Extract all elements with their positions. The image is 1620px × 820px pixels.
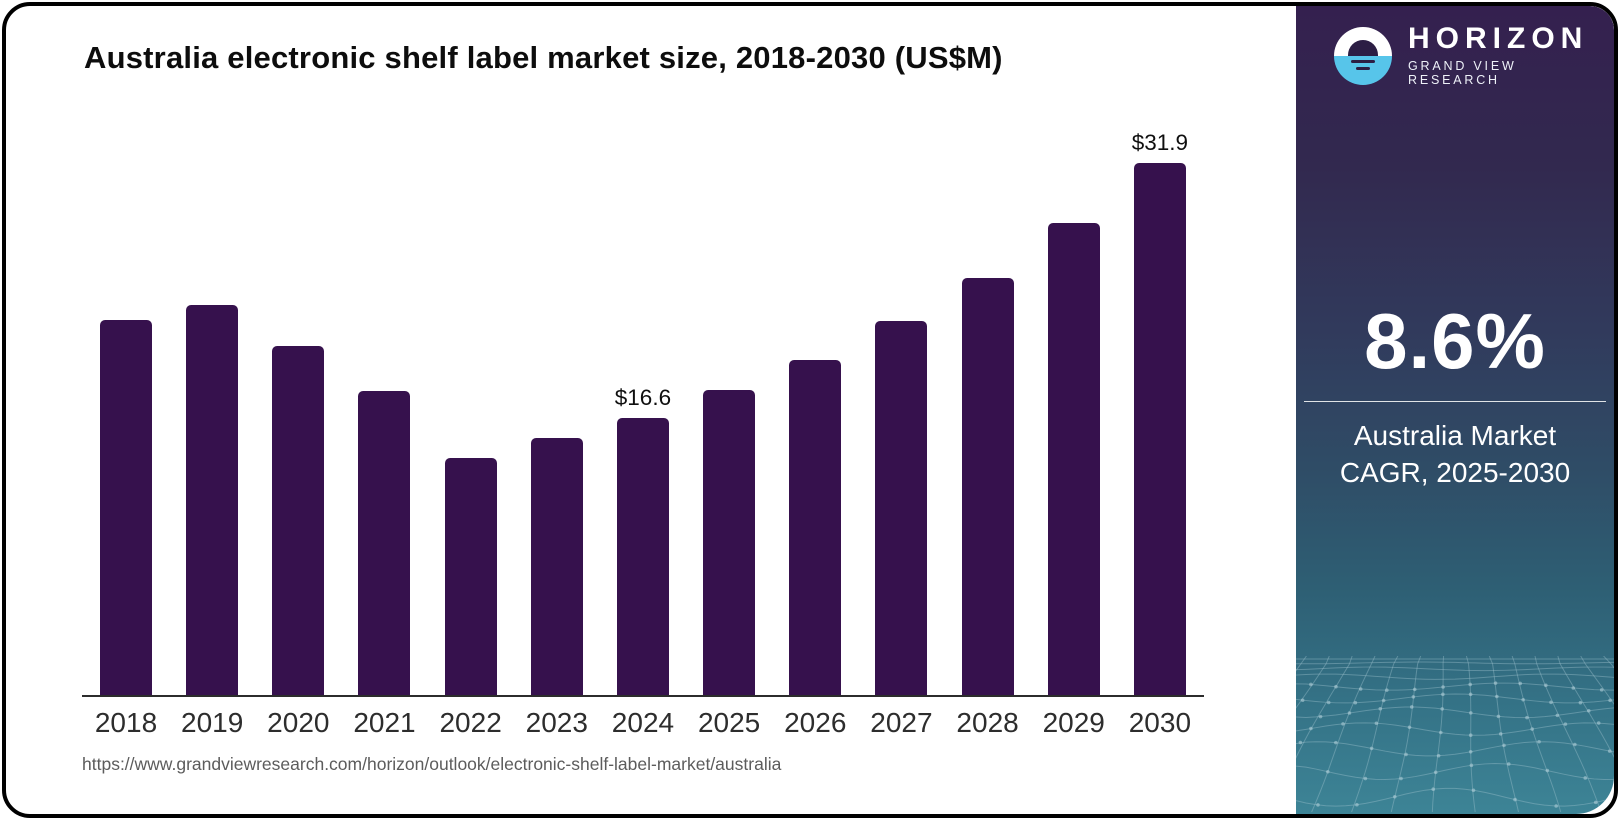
bar-2018 [100, 320, 152, 695]
x-tick-2021: 2021 [353, 707, 416, 738]
horizon-logo-icon [1334, 26, 1392, 85]
x-tick-2019: 2019 [181, 707, 244, 738]
cagr-caption: Australia Market CAGR, 2025-2030 [1296, 417, 1614, 491]
brand: HORIZON GRAND VIEW RESEARCH [1334, 24, 1614, 87]
sidebar: HORIZON GRAND VIEW RESEARCH 8.6% Austral… [1296, 6, 1614, 814]
x-tick-2028: 2028 [956, 707, 1019, 738]
data-label-2030: $31.9 [1131, 130, 1189, 155]
x-tick-2023: 2023 [525, 707, 588, 738]
brand-name: HORIZON [1408, 22, 1589, 55]
x-tick-2022: 2022 [439, 707, 502, 738]
bar-2023 [530, 438, 583, 695]
chart-title: Australia electronic shelf label market … [84, 40, 1003, 75]
x-axis-labels: 2018 2019 2020 2021 2022 2023 2024 2025 2026 2027… [82, 707, 1204, 739]
logo-sun-icon [1348, 39, 1378, 56]
bar-2024: $16.6 [615, 385, 671, 695]
x-tick-2027: 2027 [870, 707, 933, 738]
bar-2022 [444, 458, 497, 695]
bar-2021 [358, 391, 411, 695]
brand-tagline: GRAND VIEW RESEARCH [1408, 59, 1517, 87]
x-tick-2018: 2018 [94, 707, 158, 738]
logo-reflection-line [1356, 66, 1370, 70]
cagr-caption-line1: Australia Market [1353, 419, 1557, 451]
bar-2028 [961, 278, 1014, 695]
bar-2026 [789, 360, 842, 695]
bar-2029 [1047, 223, 1100, 695]
x-tick-2026: 2026 [784, 707, 847, 738]
x-tick-2025: 2025 [697, 707, 761, 738]
x-tick-2024: 2024 [611, 707, 675, 738]
bar-2025 [703, 390, 756, 695]
x-tick-2029: 2029 [1042, 707, 1105, 738]
x-tick-2020: 2020 [267, 707, 330, 738]
data-label-2024: $16.6 [614, 385, 672, 410]
x-tick-2030: 2030 [1128, 707, 1192, 738]
cagr-value: 8.6% [1364, 297, 1546, 385]
cagr-caption-line2: CAGR, 2025-2030 [1339, 456, 1571, 488]
bar-2020 [272, 346, 325, 695]
bar-2019 [186, 305, 239, 695]
bar-chart-plot-area: $16.6 $31.9 [82, 130, 1204, 697]
logo-reflection-line [1351, 59, 1375, 63]
divider [1304, 400, 1606, 402]
wireframe-mesh-decoration [1296, 656, 1614, 813]
brand-text: HORIZON GRAND VIEW RESEARCH [1408, 22, 1614, 88]
cagr-stat: 8.6% Australia Market CAGR, 2025-2030 [1296, 297, 1614, 491]
bar-2027 [875, 321, 928, 695]
bar-2030: $31.9 [1132, 130, 1188, 695]
source-url: https://www.grandviewresearch.com/horizo… [82, 754, 782, 774]
